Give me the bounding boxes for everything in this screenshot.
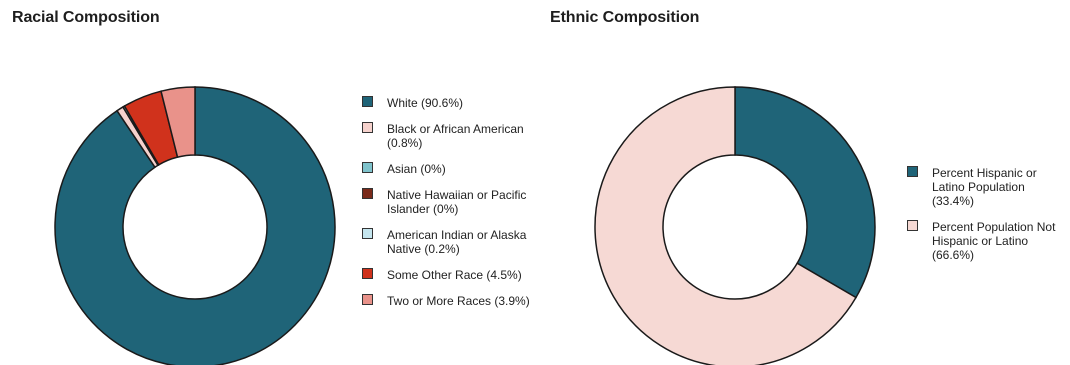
racial-legend: White (90.6%) Black or African American (…	[362, 96, 542, 320]
legend-label: White (90.6%)	[387, 96, 464, 110]
legend-item-percent-hispanic-or-latino-population[interactable]: Percent Hispanic or Latino Population (3…	[907, 166, 1067, 208]
legend-item-native-hawaiian-or-pacific-islander[interactable]: Native Hawaiian or Pacific Islander (0%)	[362, 188, 542, 216]
legend-label: Percent Hispanic or Latino Population (3…	[932, 166, 1037, 208]
legend-label: Asian (0%)	[387, 162, 446, 176]
legend-swatch	[362, 188, 373, 199]
legend-label: Native Hawaiian or Pacific Islander (0%)	[387, 188, 527, 216]
legend-label: Some Other Race (4.5%)	[387, 268, 522, 282]
legend-label: Two or More Races (3.9%)	[387, 294, 530, 308]
legend-swatch	[362, 122, 373, 133]
legend-item-asian[interactable]: Asian (0%)	[362, 162, 542, 176]
ethnic-legend: Percent Hispanic or Latino Population (3…	[907, 166, 1067, 274]
legend-item-some-other-race[interactable]: Some Other Race (4.5%)	[362, 268, 542, 282]
racial-composition-panel: Racial Composition White (90.6%) Black or…	[12, 9, 542, 365]
legend-item-black-or-african-american[interactable]: Black or African American (0.8%)	[362, 122, 542, 150]
legend-swatch	[362, 294, 373, 305]
legend-swatch	[362, 228, 373, 239]
ethnic-chart-title: Ethnic Composition	[550, 9, 700, 26]
legend-swatch	[362, 96, 373, 107]
legend-label: Black or African American (0.8%)	[387, 122, 524, 150]
slice-white[interactable]	[54, 86, 336, 365]
slice-percent-hispanic-or-latino-population[interactable]	[734, 86, 876, 299]
legend-item-two-or-more-races[interactable]: Two or More Races (3.9%)	[362, 294, 542, 308]
legend-swatch	[907, 220, 918, 231]
racial-donut-chart	[54, 86, 336, 365]
racial-chart-title: Racial Composition	[12, 9, 160, 26]
ethnic-donut-chart	[594, 86, 876, 365]
slice-two-or-more-races[interactable]	[160, 86, 196, 159]
legend-label: American Indian or Alaska Native (0.2%)	[387, 228, 527, 256]
legend-swatch	[907, 166, 918, 177]
slice-percent-population-not-hispanic-or-latino[interactable]	[594, 86, 857, 365]
legend-item-american-indian-or-alaska-native[interactable]: American Indian or Alaska Native (0.2%)	[362, 228, 542, 256]
legend-item-white[interactable]: White (90.6%)	[362, 96, 542, 110]
legend-item-percent-population-not-hispanic-or-latino[interactable]: Percent Population Not Hispanic or Latin…	[907, 220, 1067, 262]
legend-swatch	[362, 268, 373, 279]
legend-swatch	[362, 162, 373, 173]
legend-label: Percent Population Not Hispanic or Latin…	[932, 220, 1056, 262]
ethnic-composition-panel: Ethnic Composition Percent Hispanic or L…	[545, 0, 1070, 365]
